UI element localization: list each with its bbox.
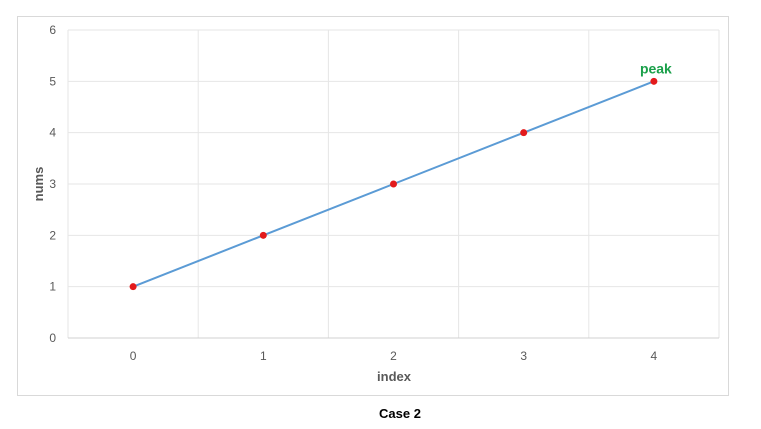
y-tick-label: 2 xyxy=(49,228,56,242)
axes: 0 1 2 3 4 5 6 0 1 2 3 4 xyxy=(49,23,719,363)
y-tick-label: 3 xyxy=(49,177,56,191)
data-point xyxy=(259,231,267,239)
peak-annotation: peak xyxy=(640,60,672,76)
y-tick-label: 5 xyxy=(49,74,56,88)
data-point xyxy=(520,129,528,137)
y-tick-label: 0 xyxy=(49,331,56,345)
data-point xyxy=(129,283,137,291)
y-tick-label: 1 xyxy=(49,280,56,294)
chart-caption: Case 2 xyxy=(379,406,421,421)
data-point xyxy=(650,77,658,85)
x-tick-label: 1 xyxy=(260,349,267,363)
chart-frame xyxy=(17,16,729,396)
data-point xyxy=(390,180,397,188)
x-tick-label: 0 xyxy=(130,349,137,363)
y-axis-title: nums xyxy=(31,167,46,202)
y-tick-label: 6 xyxy=(49,23,56,37)
x-tick-label: 4 xyxy=(651,349,658,363)
x-axis-title: index xyxy=(377,369,412,384)
gridlines xyxy=(67,29,720,338)
x-tick-label: 3 xyxy=(520,349,527,363)
labels: peak xyxy=(640,60,672,76)
series xyxy=(129,77,658,291)
x-tick-label: 2 xyxy=(390,349,397,363)
y-tick-label: 4 xyxy=(49,126,56,140)
